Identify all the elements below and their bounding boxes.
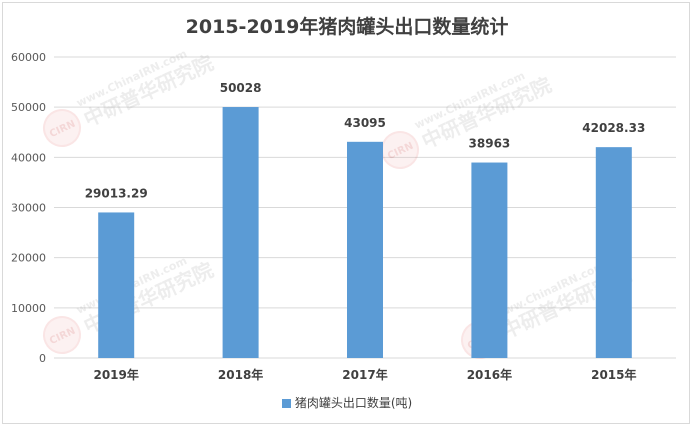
bar-4[interactable]: [471, 162, 508, 358]
bar-3[interactable]: [347, 141, 383, 358]
data-label: 29013.29: [85, 186, 148, 200]
data-label: 43095: [344, 116, 386, 130]
watermark-logo-icon: [43, 316, 81, 354]
legend-label: 猪肉罐头出口数量(吨): [294, 396, 413, 410]
y-tick-label: 30000: [11, 202, 46, 215]
y-tick-label: 50000: [11, 101, 46, 114]
legend: 猪肉罐头出口数量(吨): [0, 394, 694, 411]
bar-2[interactable]: [222, 107, 259, 358]
bars: [98, 107, 632, 358]
y-axis-ticks: 0 10000 20000 30000 40000 50000 60000: [11, 51, 46, 365]
watermark-logo-icon: [381, 131, 419, 169]
x-axis-ticks: 2019年 2018年 2017年 2016年 2015年: [93, 367, 636, 382]
x-tick-label: 2015年: [591, 367, 636, 382]
data-label: 50028: [220, 81, 262, 95]
bar-5[interactable]: [595, 147, 632, 358]
y-tick-label: 10000: [11, 302, 46, 315]
watermark-logo-icon: [43, 109, 81, 147]
y-tick-label: 60000: [11, 51, 46, 64]
x-tick-label: 2018年: [218, 367, 263, 382]
bar-1[interactable]: [98, 212, 135, 358]
chart-title: 2015-2019年猪肉罐头出口数量统计: [185, 16, 509, 38]
data-label: 42028.33: [582, 121, 645, 135]
x-tick-label: 2016年: [467, 367, 512, 382]
data-label: 38963: [469, 137, 511, 151]
data-labels: 29013.29 50028 43095 38963 42028.33: [85, 81, 646, 200]
y-tick-label: 20000: [11, 252, 46, 265]
y-tick-label: 40000: [11, 151, 46, 164]
x-tick-label: 2019年: [93, 367, 138, 382]
x-tick-label: 2017年: [342, 367, 387, 382]
y-tick-label: 0: [39, 352, 46, 365]
legend-swatch: [281, 399, 291, 408]
